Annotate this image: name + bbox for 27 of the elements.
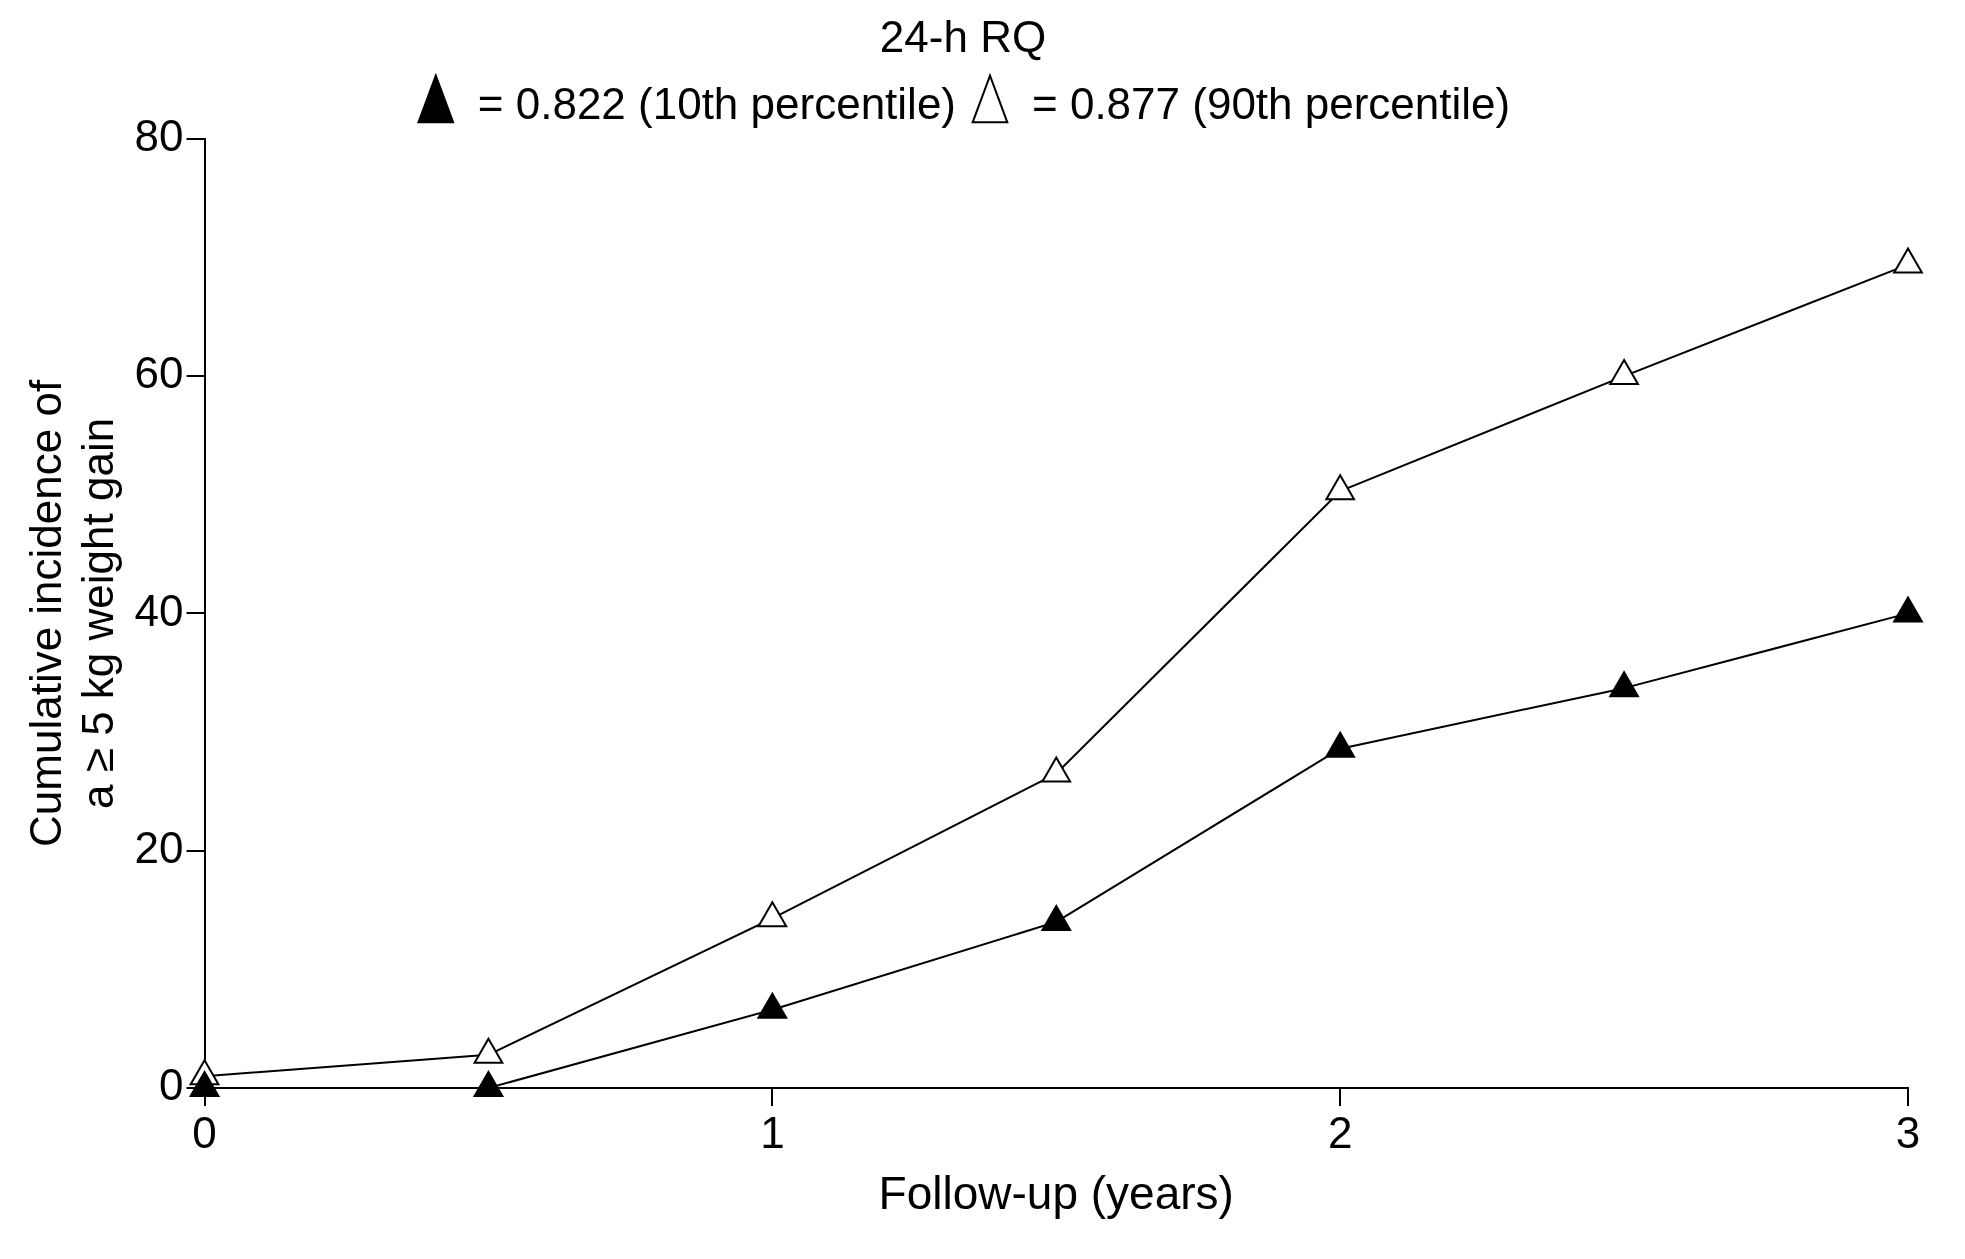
point [1893, 247, 1923, 274]
y-tick-label: 40 [134, 585, 184, 635]
y-tick-label: 60 [134, 348, 184, 398]
y-tick-label: 20 [134, 822, 184, 872]
point [757, 901, 788, 928]
point [1893, 596, 1923, 623]
legend-title: 24-h RQ [879, 12, 1047, 62]
point [1325, 474, 1356, 501]
point [473, 1037, 504, 1064]
point [1325, 731, 1356, 758]
legend-label: = 0.877 (90th percentile) [1032, 78, 1511, 128]
y-tick-label: 80 [134, 110, 184, 160]
x-tick-label: 1 [760, 1107, 785, 1157]
x-axis-title: Follow-up (years) [878, 1167, 1234, 1220]
legend-label: = 0.822 (10th percentile) [477, 78, 956, 128]
x-tick-label: 2 [1327, 1107, 1353, 1157]
point [757, 992, 788, 1019]
point [1041, 756, 1072, 783]
y-axis-title: Cumulative incidence of a ≥ 5 kg weight gain [20, 379, 123, 847]
x-tick-label: 0 [192, 1107, 217, 1157]
y-tick-label: 0 [159, 1060, 184, 1110]
point [189, 1071, 220, 1097]
x-tick-label: 3 [1895, 1107, 1921, 1157]
point [1609, 671, 1639, 698]
point [1041, 904, 1072, 931]
point [473, 1071, 504, 1097]
point [1609, 359, 1639, 386]
